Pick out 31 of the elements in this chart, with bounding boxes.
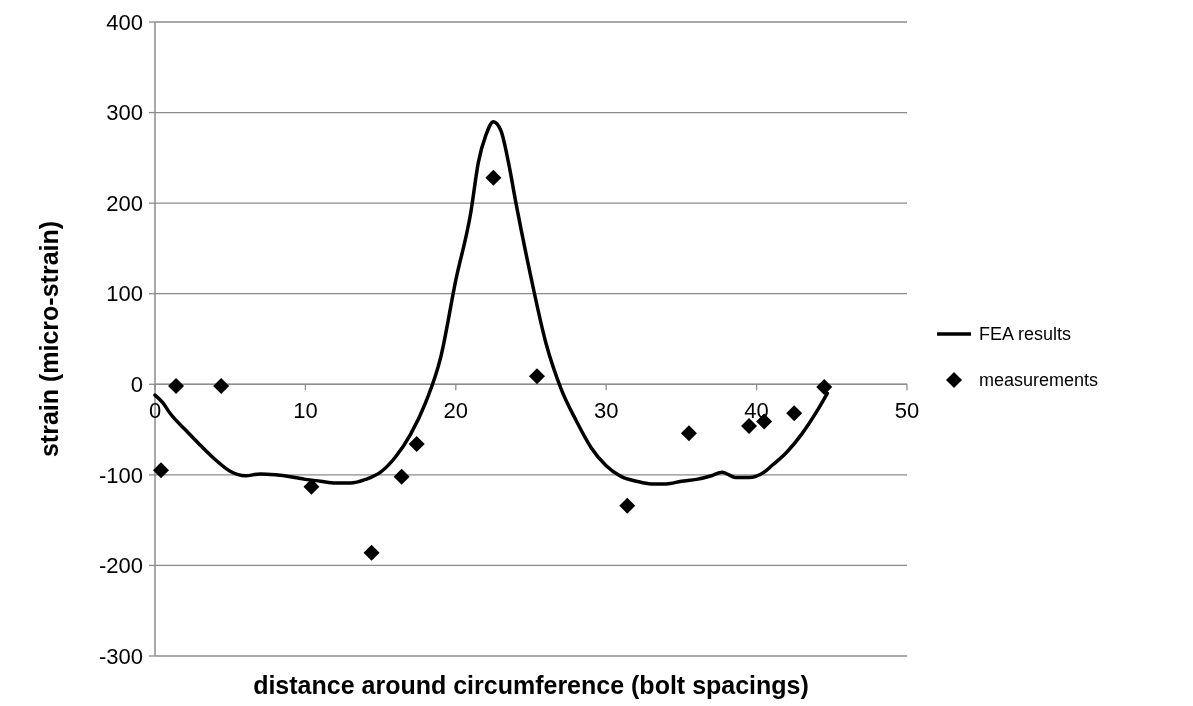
point [393,468,410,485]
x-tick-label: 0 [148,398,162,424]
y-axis-title: strain (micro-strain) [35,220,63,458]
legend-label: FEA results [979,324,1072,345]
x-tick-label: 50 [894,398,920,424]
point [529,368,546,385]
point [303,478,320,495]
y-tick-label: -200 [98,553,143,579]
point [168,378,185,395]
point [680,425,697,442]
point [485,169,502,186]
y-tick-label: 300 [106,100,143,126]
point [363,544,380,561]
legend-label: measurements [979,370,1099,391]
y-tick-label: 400 [106,9,143,35]
x-tick-label: 10 [293,398,318,424]
point [153,462,170,479]
x-tick-label: 30 [593,398,619,424]
point [816,379,833,395]
y-tick-label: -300 [98,643,143,669]
y-tick-label: 0 [130,371,143,397]
point [408,436,425,453]
y-tick-label: -100 [98,462,143,488]
point [741,417,758,434]
y-tick-label: 100 [106,281,143,307]
x-tick-label: 20 [443,398,469,424]
point [213,378,230,395]
y-tick-label: 200 [106,190,143,216]
x-axis-title: distance around circumference (bolt spacings) [253,671,809,699]
point [619,497,636,514]
point [786,405,803,422]
